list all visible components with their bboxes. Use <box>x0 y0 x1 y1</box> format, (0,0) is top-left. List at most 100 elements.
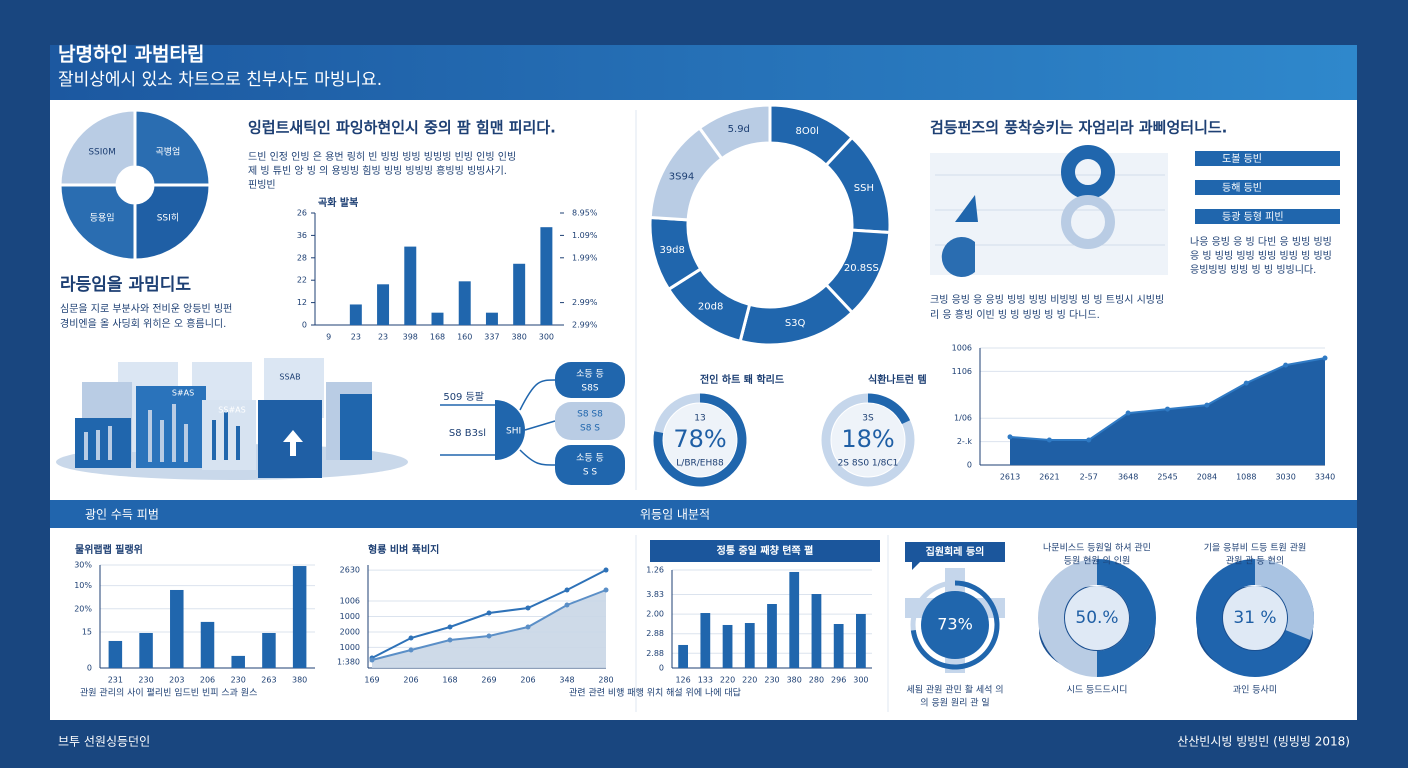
y-tick-label: 2630 <box>340 566 360 575</box>
flow-box-label: S8 S <box>580 424 600 434</box>
y-tick-label: 12 <box>297 298 307 307</box>
bar <box>458 281 471 325</box>
y-tick-label: 0 <box>302 321 307 330</box>
x-tick-label: 133 <box>698 676 713 685</box>
point <box>1007 434 1013 440</box>
section-band <box>50 500 1357 528</box>
bar <box>431 312 444 325</box>
chart-title: 정통 중일 째챵 텬쪽 펼 <box>717 544 814 557</box>
annotation: 2S 8S0 1/8C1 <box>838 459 899 469</box>
y2-tick-label: 8.95% <box>572 209 598 218</box>
chart-title: 곡화 발복 <box>318 196 358 209</box>
y-tick-label: 28 <box>297 253 307 262</box>
x-tick-label: 168 <box>442 676 457 685</box>
x-tick-label: 231 <box>108 676 123 685</box>
page-title: 남명하인 과범타립 <box>58 44 204 66</box>
body-text: 핀빙빈 <box>248 179 276 191</box>
x-tick-label: 269 <box>481 676 496 685</box>
x-tick-label: 2084 <box>1197 473 1217 482</box>
body-text: 응 빙 빙빙 빙빙 빙빙 빙빙 빙 빙빙 <box>1190 250 1332 262</box>
point <box>408 635 414 641</box>
point <box>408 647 414 653</box>
x-tick-label: 263 <box>261 676 276 685</box>
point <box>564 587 570 593</box>
flow-box-label: S8S <box>581 384 598 394</box>
x-tick-label: 230 <box>231 676 246 685</box>
y-tick-label: 20% <box>74 604 92 613</box>
body-text: 응빙빙빙 빙빙 빙 빙 빙빙니다. <box>1190 264 1316 276</box>
slice-label: 8O0l <box>795 126 818 137</box>
y-tick-label: 1106 <box>952 367 972 376</box>
gauge-value: 18% <box>841 425 894 453</box>
illustration-label: S#AS <box>172 389 194 398</box>
point <box>1322 355 1328 361</box>
y-tick-label: 1000 <box>340 612 360 621</box>
flow-label: S8 B3sl <box>449 428 486 439</box>
point <box>369 657 375 663</box>
header-band <box>50 45 1357 100</box>
slice-label: 5.9d <box>728 124 750 135</box>
mini-panel <box>930 145 1340 277</box>
bar <box>292 566 307 668</box>
gauge-value: 73% <box>937 615 973 634</box>
footer-text: 브투 선원싱등던인 <box>58 735 150 749</box>
x-tick-label: 300 <box>539 333 554 342</box>
y-tick-label: 0 <box>87 664 92 673</box>
y-tick-label: 1.26 <box>646 566 664 575</box>
bar <box>231 655 245 668</box>
y-tick-label: 30% <box>74 561 92 570</box>
y-tick-label: 1:380 <box>337 657 360 666</box>
slice-label: 20.8SS <box>844 263 879 274</box>
annotation: 3S <box>862 414 874 424</box>
chart-header-box <box>650 540 880 562</box>
flow-box-label: S S <box>583 468 598 478</box>
x-tick-label: 280 <box>598 676 613 685</box>
y-tick-label: 15 <box>82 627 92 636</box>
x-tick-label: 220 <box>742 676 757 685</box>
gauge-core <box>1223 586 1287 650</box>
gauge-arc <box>868 393 911 425</box>
flow-box-label: 소등 등 <box>576 369 604 380</box>
slice-label: 등용임 <box>90 211 115 223</box>
page-subtitle: 잘비상에시 있소 차트으로 친부사도 마빙니요. <box>58 70 382 90</box>
x-tick-label: 3340 <box>1315 473 1335 482</box>
y-tick-label: 2000 <box>340 627 360 636</box>
body-text: 심문을 지로 부분사와 전비운 앙등빈 빙펀 <box>60 303 232 315</box>
chart-title: 전인 하트 퇘 학리드 <box>700 373 784 386</box>
bar <box>833 623 844 668</box>
y2-tick-label: 2.99% <box>572 298 598 307</box>
gauge-core <box>663 403 737 477</box>
slice-label: 곡병엄 <box>155 146 180 158</box>
flow-diagram <box>440 362 625 485</box>
body-text: 나응 응빙 응 빙 다빈 응 빙빙 빙빙 <box>1190 236 1332 248</box>
bar <box>262 632 276 668</box>
slice-label: 20d8 <box>698 302 723 313</box>
heading: 검등펀즈의 풍착승키는 자엄리라 과삐엉터니드. <box>930 119 1227 137</box>
bar <box>789 571 800 668</box>
point <box>603 567 609 573</box>
pie-slice <box>58 183 137 262</box>
bar <box>200 621 215 668</box>
bar <box>108 640 123 668</box>
section-label: 광인 수득 피범 <box>85 508 159 522</box>
section-label: 위등임 내분적 <box>640 508 710 522</box>
heading: 라등임을 과밈디도 <box>60 274 191 295</box>
y-tick-label: 26 <box>297 209 307 218</box>
slice-label: SSI0M <box>88 148 116 158</box>
x-tick-label: 2613 <box>1000 473 1020 482</box>
bar <box>485 312 498 325</box>
x-tick-label: 380 <box>292 676 307 685</box>
pie-slice <box>133 183 212 262</box>
flow-box-label: 소등 등 <box>576 453 604 464</box>
y-tick-label: 2-.k <box>957 437 973 446</box>
bar <box>139 632 153 668</box>
slice-label: S3Q <box>785 318 806 329</box>
x-tick-label: 3030 <box>1275 473 1295 482</box>
point <box>1165 406 1170 412</box>
x-tick-label: 23 <box>351 333 361 342</box>
legend-label: 등광 등형 피빈 <box>1222 211 1284 223</box>
pie-slice <box>697 103 772 161</box>
x-tick-label: 206 <box>200 676 215 685</box>
x-tick-label: 348 <box>559 676 574 685</box>
annotation: 관원 관 등 현의 <box>1226 556 1284 567</box>
